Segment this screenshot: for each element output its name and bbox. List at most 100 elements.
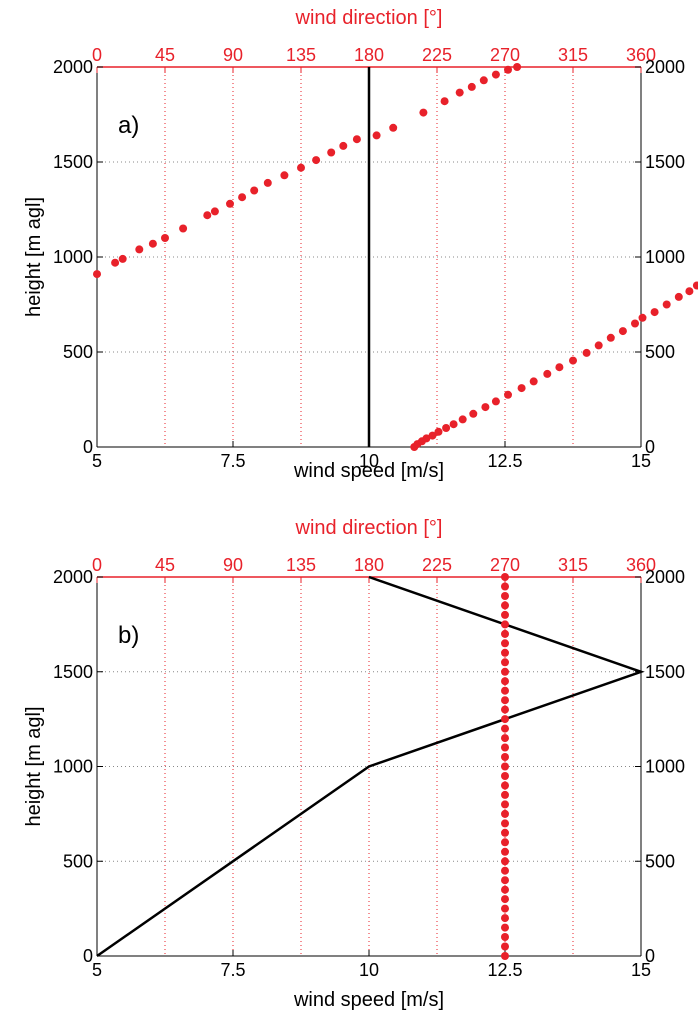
wind-direction-point [210, 207, 219, 216]
x2-tick-label: 225 [422, 555, 452, 575]
wind-direction-point [458, 415, 467, 424]
x2-tick-label: 225 [422, 45, 452, 65]
wind-direction-point [250, 186, 259, 195]
wind-direction-point [312, 156, 321, 165]
x2-tick-label: 270 [490, 555, 520, 575]
x2-tick-label: 270 [490, 45, 520, 65]
wind-direction-point [449, 420, 458, 429]
wind-direction-point [662, 300, 671, 309]
wind-direction-point [501, 762, 509, 771]
wind-direction-point [501, 781, 509, 790]
wind-direction-point [491, 397, 500, 406]
wind-direction-point [501, 724, 509, 733]
wind-direction-point [501, 620, 509, 629]
wind-direction-point [148, 239, 157, 248]
x-tick-label: 5 [92, 960, 102, 980]
x2-tick-label: 90 [223, 45, 243, 65]
wind-direction-point [297, 163, 305, 172]
wind-direction-point [339, 141, 348, 150]
wind-direction-point [442, 424, 451, 432]
wind-direction-point [501, 923, 509, 932]
wind-direction-point [111, 258, 120, 267]
x-tick-label: 15 [631, 960, 651, 980]
x2-tick-label: 0 [92, 45, 102, 65]
wind-direction-point [501, 885, 509, 894]
wind-direction-point [501, 743, 509, 752]
y-tick-label-left: 1000 [53, 757, 93, 777]
wind-direction-point [203, 211, 212, 220]
wind-direction-point [501, 838, 509, 847]
wind-direction-point [179, 224, 188, 233]
wind-direction-point [263, 178, 272, 187]
panel-label: b) [118, 622, 139, 649]
wind-direction-point [501, 904, 509, 913]
x-tick-label: 5 [92, 451, 102, 471]
x-tick-label: 10 [359, 960, 379, 980]
wind-direction-point [501, 648, 509, 657]
x-tick-label: 7.5 [220, 451, 245, 471]
wind-direction-point [543, 369, 552, 378]
wind-direction-point [491, 70, 500, 79]
wind-direction-point [555, 363, 564, 372]
wind-direction-point [501, 696, 509, 705]
wind-direction-point [352, 135, 361, 144]
y-tick-label-right: 1500 [645, 152, 685, 172]
wind-direction-point [501, 790, 509, 799]
wind-direction-point [501, 866, 509, 875]
wind-direction-point [501, 895, 509, 904]
wind-direction-point [372, 131, 381, 140]
x2-tick-label: 135 [286, 555, 316, 575]
wind-direction-point [513, 63, 522, 71]
x2-tick-label: 360 [626, 45, 656, 65]
x2-tick-label: 315 [558, 555, 588, 575]
y-tick-label-right: 1000 [645, 247, 685, 267]
wind-direction-point [501, 639, 509, 648]
wind-direction-point [501, 772, 509, 780]
wind-direction-point [529, 377, 538, 386]
wind-direction-point [440, 97, 449, 106]
y-tick-label-right: 0 [645, 946, 655, 966]
wind-direction-point [467, 82, 476, 91]
wind-direction-point [501, 610, 509, 619]
x2-axis-label: wind direction [°] [295, 7, 443, 29]
wind-direction-point [501, 705, 509, 714]
wind-direction-point [434, 427, 443, 436]
wind-direction-point [161, 234, 169, 242]
wind-direction-point [692, 281, 698, 290]
x2-tick-label: 0 [92, 555, 102, 575]
wind-direction-point [650, 308, 659, 317]
wind-direction-point [93, 270, 101, 279]
x2-tick-label: 135 [286, 45, 316, 65]
y-tick-label-right: 1000 [645, 757, 685, 777]
wind-direction-point [419, 108, 428, 117]
wind-direction-point [280, 171, 289, 180]
y-axis-label: height [m agl] [23, 706, 45, 826]
wind-direction-point [501, 828, 509, 837]
wind-direction-point [501, 753, 509, 761]
wind-direction-point [606, 333, 615, 342]
wind-direction-point [631, 319, 639, 328]
x-axis-label: wind speed [m/s] [293, 460, 444, 482]
wind-direction-point [501, 658, 509, 667]
x2-axis-label: wind direction [°] [295, 517, 443, 539]
wind-direction-point [135, 245, 144, 254]
x-tick-label: 15 [631, 451, 651, 471]
wind-direction-point [481, 403, 490, 412]
wind-direction-point [501, 800, 509, 809]
x2-tick-label: 90 [223, 555, 243, 575]
wind-direction-point [569, 356, 577, 365]
wind-direction-point [501, 715, 509, 724]
y-tick-label-left: 1500 [53, 152, 93, 172]
wind-direction-point [501, 876, 509, 885]
wind-direction-point [501, 933, 509, 941]
wind-direction-point [479, 76, 488, 85]
x-tick-label: 7.5 [220, 960, 245, 980]
wind-direction-point [638, 313, 647, 322]
wind-direction-point [226, 199, 234, 208]
x-tick-label: 12.5 [487, 451, 522, 471]
wind-direction-point [504, 65, 512, 74]
wind-direction-point [501, 914, 509, 923]
wind-direction-point [501, 819, 509, 828]
wind-direction-point [469, 409, 478, 418]
wind-direction-point [504, 390, 512, 399]
